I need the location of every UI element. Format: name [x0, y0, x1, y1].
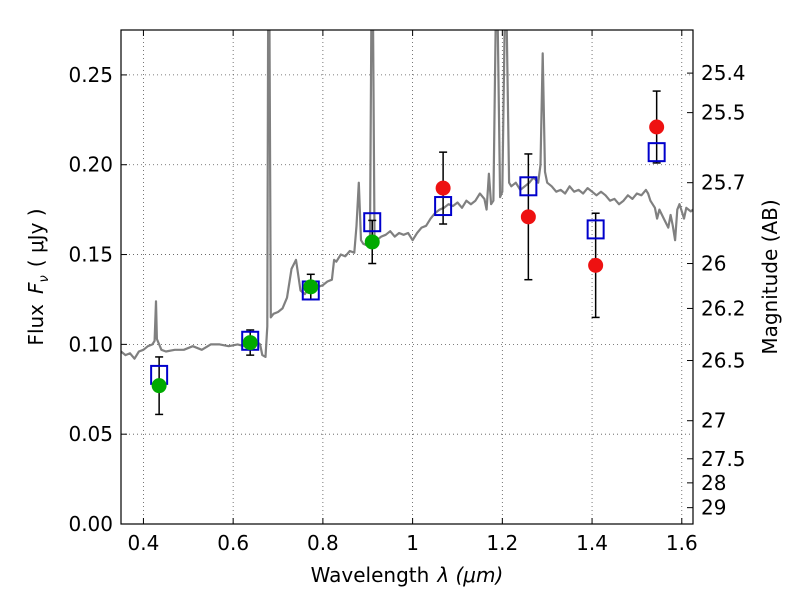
y-tick-label: 0.05 [68, 422, 113, 446]
y-tick-label: 0.10 [68, 332, 113, 356]
y-axis-label: FluxFν( μJy ) [24, 208, 52, 345]
mag-tick-label: 27.5 [701, 447, 746, 471]
x-tick-label: 1.4 [576, 531, 608, 555]
mag-tick-label: 28 [701, 471, 726, 495]
x-tick-label: 1.2 [486, 531, 518, 555]
square-point [647, 142, 666, 163]
mag-tick-label: 25.4 [701, 61, 746, 85]
mag-tick-label: 26 [701, 252, 726, 276]
x-tick-label: 1.6 [666, 531, 698, 555]
green-point [364, 234, 380, 250]
mag-tick-label: 25.7 [701, 171, 746, 195]
x-tick-label: 0.4 [128, 531, 160, 555]
mag-tick-label: 27 [701, 409, 726, 433]
mag-tick-label: 26.5 [701, 349, 746, 373]
mag-tick-label: 25.5 [701, 101, 746, 125]
square-point [519, 176, 538, 197]
red-point [649, 119, 665, 135]
green-point [303, 279, 319, 295]
green-point [242, 335, 258, 351]
markers [150, 119, 666, 394]
mag-tick-label: 29 [701, 496, 726, 520]
square-point [586, 219, 605, 240]
plot-frame [120, 29, 694, 525]
x-tick-label: 0.8 [307, 531, 339, 555]
red-point [435, 180, 451, 196]
x-tick-label: 0.6 [217, 531, 249, 555]
mag-tick-label: 26.2 [701, 296, 746, 320]
green-point [151, 378, 167, 394]
y-tick-label: 0.25 [68, 63, 113, 87]
red-point [588, 257, 604, 273]
y2-axis-label: Magnitude (AB) [758, 199, 782, 354]
x-tick-label: 1 [406, 531, 419, 555]
y-tick-label: 0.00 [68, 512, 113, 536]
y-tick-label: 0.15 [68, 243, 113, 267]
axis-ticks: 0.4 0.6 0.8 1 1.2 1.4 1.6 0.00 0.05 0.10 0.15 0.20 0… [68, 30, 746, 555]
square-point [434, 196, 453, 217]
y-tick-label: 0.20 [68, 153, 113, 177]
square-point [363, 212, 382, 233]
x-axis-label: Wavelength λ (μm) [311, 563, 504, 587]
red-point [520, 209, 536, 225]
